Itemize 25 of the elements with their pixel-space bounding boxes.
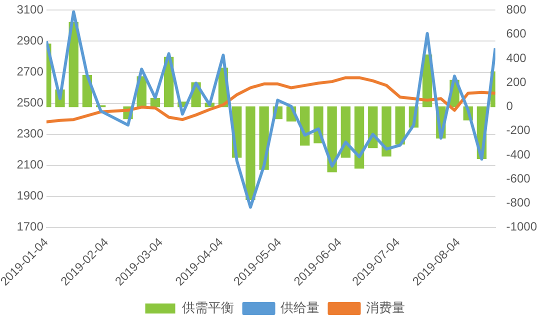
legend-label: 消费量: [366, 300, 405, 316]
legend-label: 供需平衡: [182, 300, 234, 316]
y2-tick-label: -200: [506, 123, 531, 138]
y2-tick-label: 800: [506, 2, 527, 17]
y2-tick-label: -1000: [506, 220, 538, 234]
bar: [395, 106, 405, 144]
y2-tick-label: 400: [506, 50, 527, 65]
y-tick-label: 2300: [16, 126, 44, 141]
y2-tick-label: -400: [506, 147, 531, 162]
y-tick-label: 2500: [16, 96, 44, 110]
y-tick-label: 3100: [16, 2, 44, 17]
y-tick-label: 1900: [16, 188, 44, 203]
y2-tick-label: 200: [506, 74, 527, 89]
y-tick-label: 2100: [16, 158, 44, 172]
legend-label: 供给量: [280, 300, 320, 316]
y-tick-label: 1700: [16, 220, 44, 234]
y-tick-label: 2700: [16, 64, 44, 79]
y-tick-label: 2900: [16, 34, 44, 48]
bar: [354, 106, 364, 169]
bar: [382, 106, 392, 157]
y2-tick-label: 600: [506, 26, 527, 41]
bar: [246, 106, 256, 200]
y2-tick-label: 0: [506, 99, 514, 114]
y2-tick-label: -600: [506, 171, 531, 186]
y2-tick-label: -800: [506, 196, 531, 210]
